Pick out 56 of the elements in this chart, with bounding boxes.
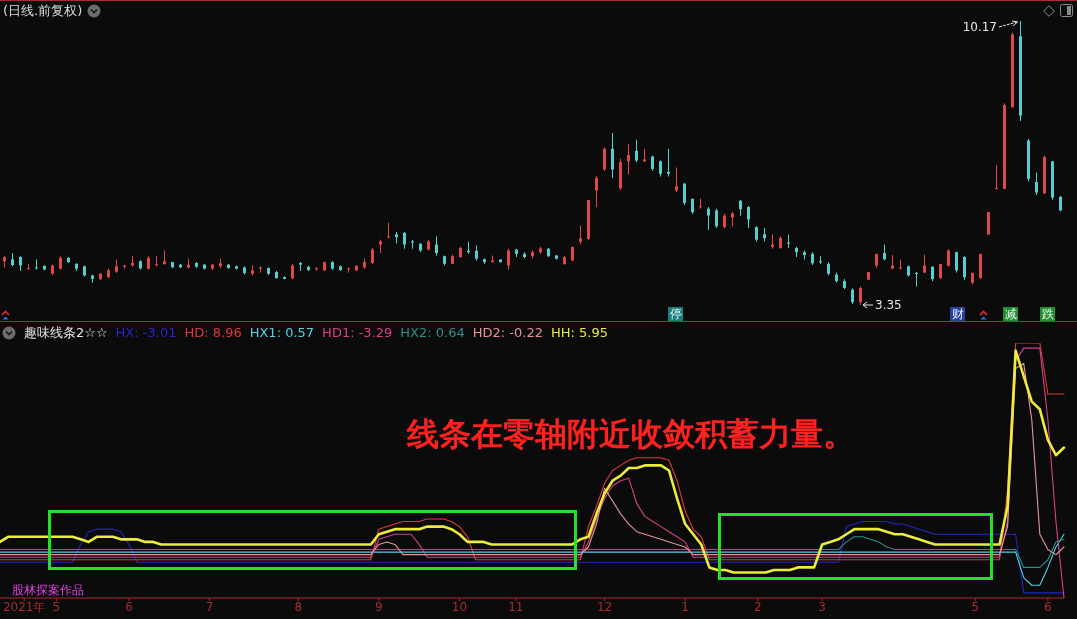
x-tick-label: 1 — [681, 600, 689, 614]
annotation: 3.35 — [875, 298, 902, 312]
candlestick — [611, 132, 614, 179]
candlestick — [787, 234, 790, 249]
candlestick — [747, 205, 750, 229]
text: 停 — [669, 307, 682, 321]
x-tick-label: 2 — [753, 600, 762, 614]
x-tick-label: 12 — [596, 600, 613, 614]
x-tick-label: 6 — [125, 600, 133, 614]
text: HX: -3.01 — [115, 325, 177, 340]
candlestick — [859, 286, 862, 305]
text: HD1: -3.29 — [322, 325, 393, 340]
candlestick — [915, 271, 918, 288]
text: 财 — [951, 307, 964, 321]
candlestick — [707, 206, 710, 231]
candlestick — [683, 182, 686, 206]
text: HX1: 0.57 — [249, 325, 315, 340]
chart-title: 趣味线条2☆☆ — [24, 325, 108, 340]
x-tick-label: 5 — [971, 600, 980, 614]
candlestick — [667, 148, 670, 178]
candlestick — [699, 198, 702, 210]
candlestick — [579, 225, 582, 246]
candlestick — [603, 147, 606, 172]
candlestick — [155, 255, 158, 267]
annotation: 10.17 — [962, 20, 997, 34]
candlestick — [259, 265, 262, 274]
candlestick — [507, 248, 510, 270]
x-tick-label: 7 — [205, 600, 214, 614]
candlestick — [627, 143, 630, 175]
candlestick — [675, 167, 678, 193]
annotation: 线条在零轴附近收敛积蓄力量。 — [407, 416, 855, 452]
x-tick-label: 6 — [1044, 600, 1052, 614]
text: 减 — [1004, 307, 1017, 321]
candlestick — [435, 235, 438, 257]
x-tick-label: 10 — [451, 600, 468, 614]
x-tick-label: 3 — [818, 600, 826, 614]
x-tick-label: 5 — [52, 600, 61, 614]
x-tick-label: 9 — [375, 600, 383, 614]
annotation: 股林探案作品 — [12, 583, 84, 597]
candlestick — [995, 164, 998, 190]
text: HH: 5.95 — [550, 325, 608, 340]
x-tick-label: 8 — [294, 600, 303, 614]
text: HD: 8.96 — [184, 325, 242, 340]
x-tick-label: 11 — [508, 600, 524, 614]
text: 跌 — [1041, 307, 1054, 321]
text: HD2: -0.22 — [472, 325, 543, 340]
candlestick — [35, 258, 38, 270]
candlestick — [963, 255, 966, 281]
candlestick — [595, 175, 598, 208]
x-tick-label: 2021年 — [2, 600, 46, 614]
candlestick — [635, 139, 638, 163]
candlestick — [715, 208, 718, 229]
candlestick — [923, 254, 926, 274]
chart-title: (日线.前复权) — [3, 2, 83, 19]
text: HX2: 0.64 — [400, 325, 465, 340]
candlestick — [1035, 172, 1038, 196]
